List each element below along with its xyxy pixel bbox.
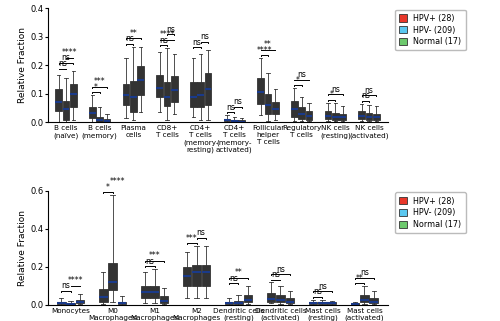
Text: ns: ns bbox=[125, 34, 134, 43]
PathPatch shape bbox=[257, 78, 264, 104]
Text: ns: ns bbox=[318, 282, 327, 291]
Text: ns: ns bbox=[200, 32, 209, 41]
PathPatch shape bbox=[370, 298, 378, 303]
Text: ns: ns bbox=[62, 282, 70, 291]
PathPatch shape bbox=[204, 73, 212, 105]
Text: ns: ns bbox=[62, 54, 70, 63]
PathPatch shape bbox=[225, 301, 234, 304]
Text: ns: ns bbox=[276, 265, 285, 273]
PathPatch shape bbox=[298, 108, 305, 118]
Text: ****: **** bbox=[68, 276, 83, 285]
PathPatch shape bbox=[183, 267, 192, 286]
Text: **: ** bbox=[264, 40, 272, 49]
PathPatch shape bbox=[238, 120, 245, 122]
PathPatch shape bbox=[231, 120, 237, 122]
PathPatch shape bbox=[276, 295, 284, 302]
PathPatch shape bbox=[104, 118, 110, 122]
PathPatch shape bbox=[351, 303, 360, 305]
PathPatch shape bbox=[62, 101, 70, 120]
Text: ns: ns bbox=[196, 229, 205, 238]
PathPatch shape bbox=[190, 82, 196, 107]
Legend: HPV+ (28), HPV- (209), Normal (17): HPV+ (28), HPV- (209), Normal (17) bbox=[395, 193, 466, 233]
PathPatch shape bbox=[358, 111, 365, 119]
PathPatch shape bbox=[366, 113, 372, 120]
Y-axis label: Relative Fraction: Relative Fraction bbox=[18, 210, 28, 286]
PathPatch shape bbox=[286, 298, 294, 303]
Text: ns: ns bbox=[166, 25, 175, 34]
PathPatch shape bbox=[55, 89, 62, 111]
PathPatch shape bbox=[198, 82, 204, 108]
Text: ns: ns bbox=[58, 59, 66, 68]
PathPatch shape bbox=[192, 265, 200, 286]
PathPatch shape bbox=[99, 289, 108, 301]
PathPatch shape bbox=[332, 113, 338, 120]
PathPatch shape bbox=[160, 296, 168, 303]
PathPatch shape bbox=[234, 300, 242, 304]
PathPatch shape bbox=[328, 302, 336, 304]
Text: *: * bbox=[330, 91, 334, 100]
Text: ns: ns bbox=[360, 268, 369, 277]
PathPatch shape bbox=[89, 107, 96, 118]
Text: *: * bbox=[296, 75, 300, 84]
Text: ns: ns bbox=[272, 270, 280, 279]
PathPatch shape bbox=[373, 114, 380, 120]
Text: **: ** bbox=[234, 268, 242, 277]
PathPatch shape bbox=[318, 302, 326, 304]
Text: ns: ns bbox=[234, 97, 242, 106]
Y-axis label: Relative Fraction: Relative Fraction bbox=[18, 27, 28, 103]
Text: ns: ns bbox=[226, 103, 235, 112]
PathPatch shape bbox=[272, 102, 279, 114]
Text: ns: ns bbox=[297, 70, 306, 79]
PathPatch shape bbox=[141, 286, 150, 298]
Text: ****: **** bbox=[160, 30, 175, 39]
PathPatch shape bbox=[150, 286, 158, 298]
PathPatch shape bbox=[202, 265, 210, 286]
PathPatch shape bbox=[324, 111, 332, 119]
PathPatch shape bbox=[340, 114, 346, 120]
Text: ns: ns bbox=[159, 36, 168, 45]
Text: **: ** bbox=[356, 274, 364, 283]
PathPatch shape bbox=[360, 295, 368, 302]
Text: ns: ns bbox=[331, 85, 340, 94]
Text: ns: ns bbox=[361, 91, 370, 100]
Text: *: * bbox=[106, 183, 110, 192]
PathPatch shape bbox=[267, 293, 276, 301]
Text: ns: ns bbox=[314, 287, 322, 296]
PathPatch shape bbox=[264, 94, 272, 114]
Text: **: ** bbox=[130, 29, 137, 38]
Text: ***: *** bbox=[186, 234, 198, 243]
PathPatch shape bbox=[156, 75, 163, 97]
PathPatch shape bbox=[66, 303, 75, 305]
PathPatch shape bbox=[96, 117, 103, 122]
Text: ****: **** bbox=[110, 177, 125, 186]
Text: ***: *** bbox=[148, 251, 160, 260]
Text: ns: ns bbox=[192, 38, 202, 47]
PathPatch shape bbox=[171, 76, 178, 102]
PathPatch shape bbox=[164, 82, 170, 106]
Text: ****: **** bbox=[62, 48, 78, 57]
Text: ***: *** bbox=[94, 77, 106, 86]
PathPatch shape bbox=[70, 84, 77, 107]
Text: *: * bbox=[94, 83, 98, 92]
Text: ns: ns bbox=[146, 257, 154, 266]
Text: ns: ns bbox=[230, 274, 238, 283]
PathPatch shape bbox=[108, 264, 117, 290]
PathPatch shape bbox=[122, 84, 130, 105]
PathPatch shape bbox=[291, 101, 298, 117]
PathPatch shape bbox=[224, 118, 230, 121]
PathPatch shape bbox=[138, 66, 144, 95]
PathPatch shape bbox=[57, 302, 66, 304]
PathPatch shape bbox=[118, 301, 126, 304]
PathPatch shape bbox=[306, 111, 312, 120]
Text: ****: **** bbox=[256, 46, 272, 55]
PathPatch shape bbox=[309, 302, 318, 304]
PathPatch shape bbox=[130, 81, 136, 112]
PathPatch shape bbox=[244, 295, 252, 302]
Legend: HPV+ (28), HPV- (209), Normal (17): HPV+ (28), HPV- (209), Normal (17) bbox=[395, 10, 466, 50]
Text: ns: ns bbox=[364, 86, 374, 95]
PathPatch shape bbox=[76, 299, 84, 303]
